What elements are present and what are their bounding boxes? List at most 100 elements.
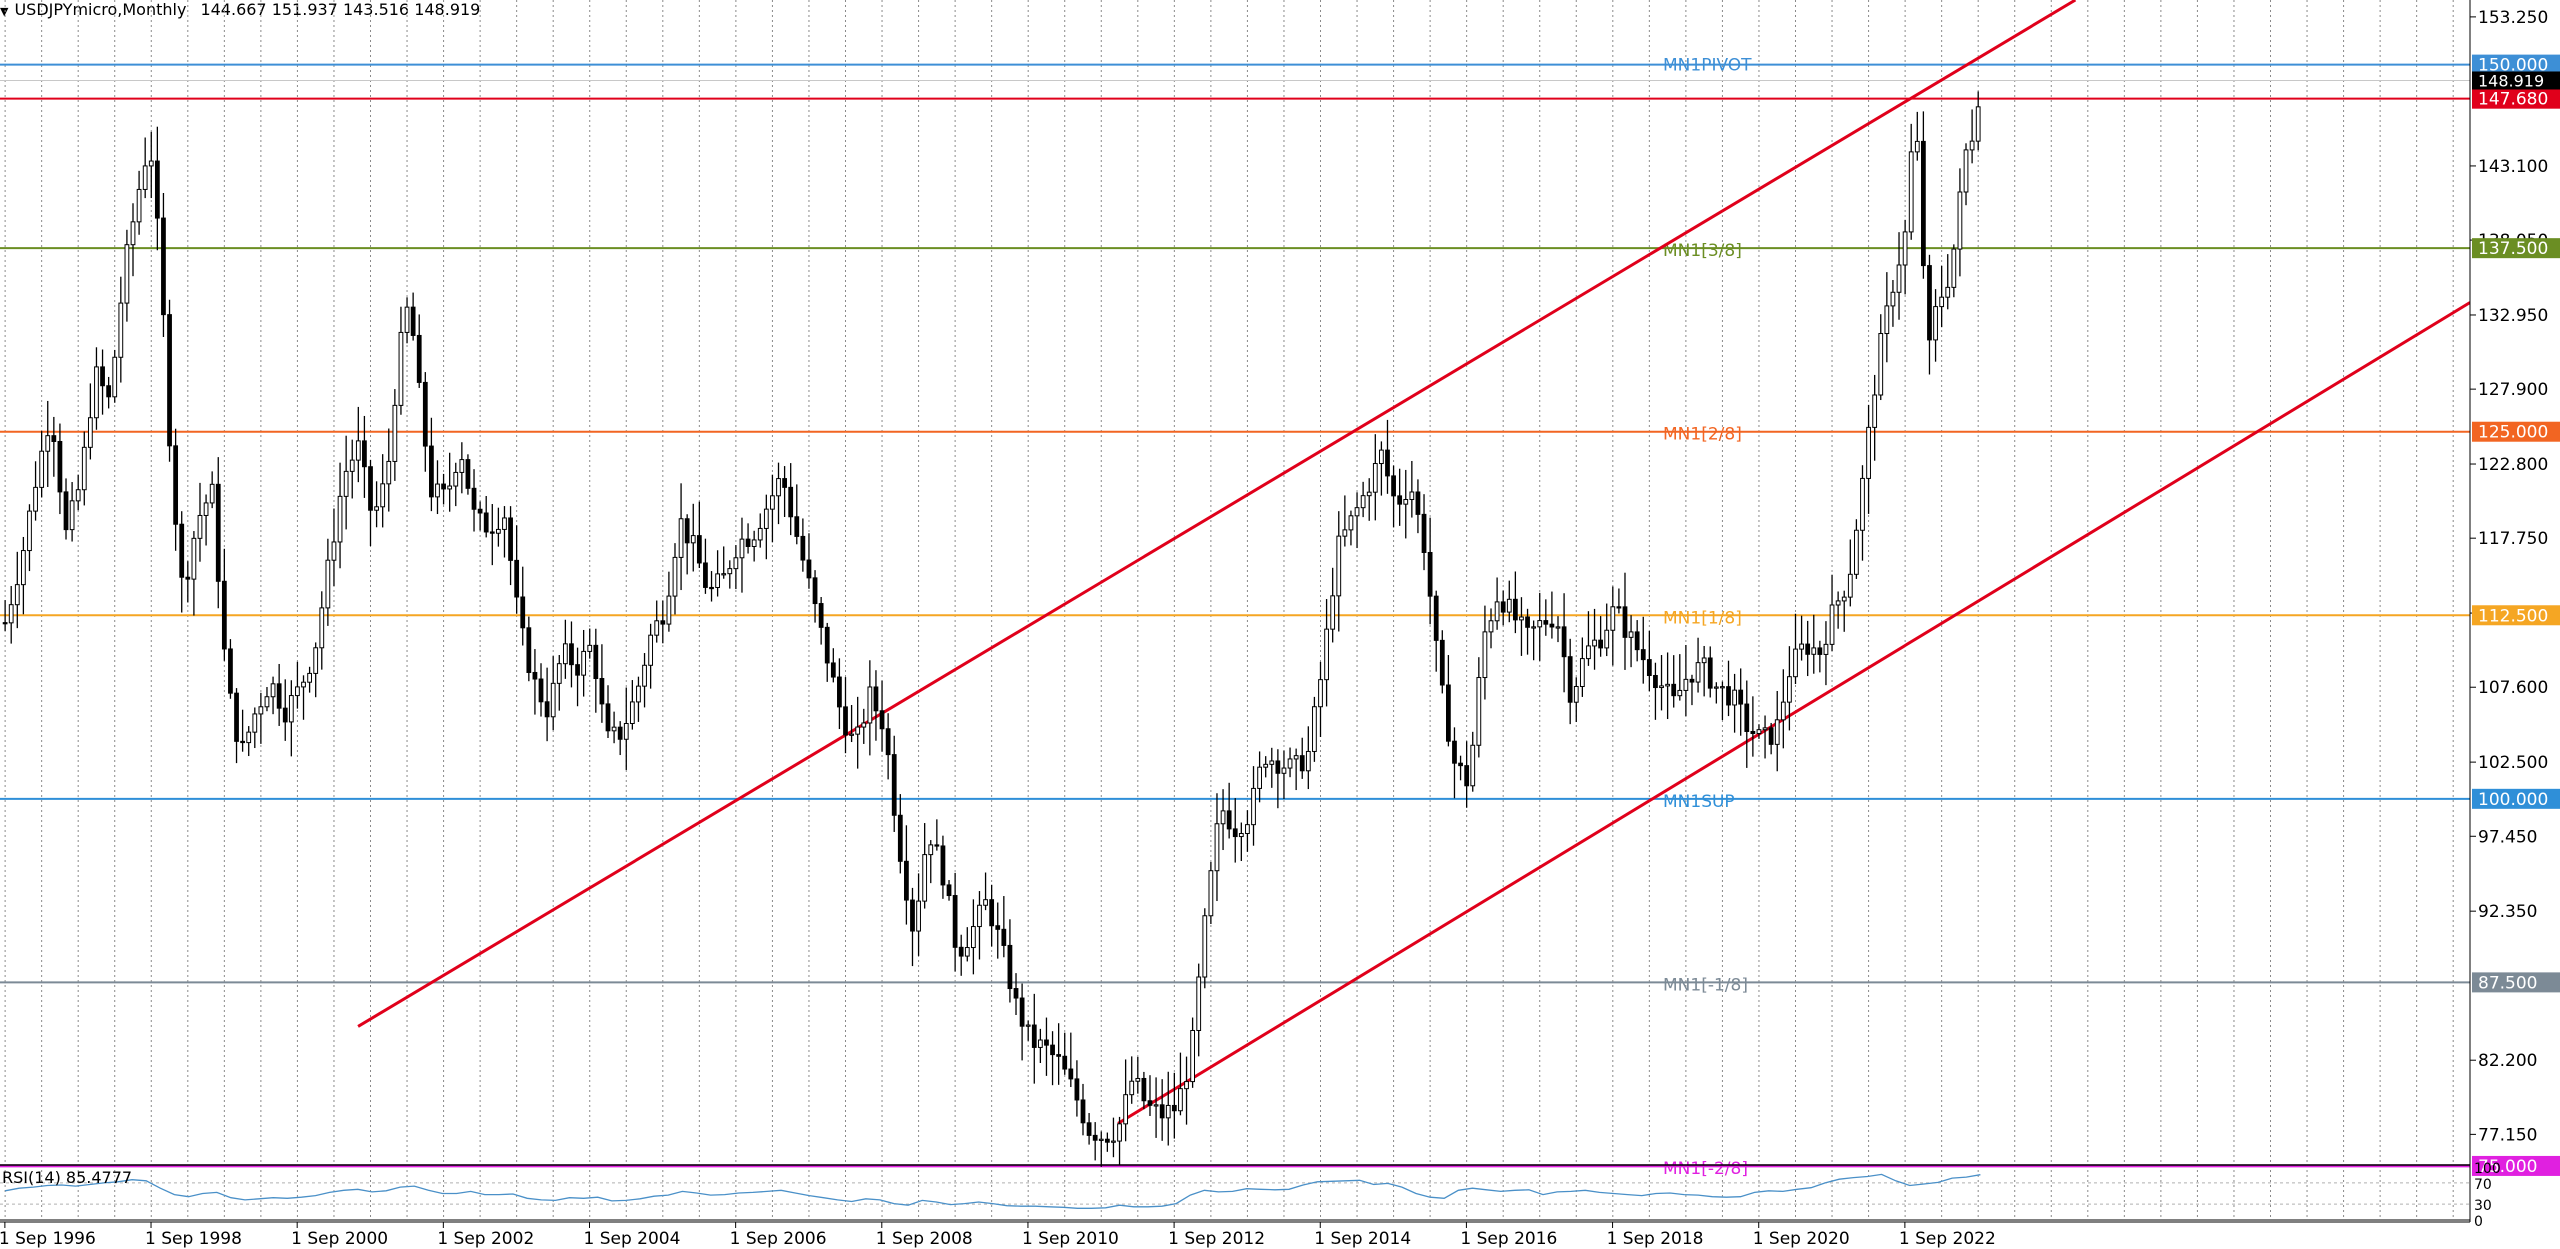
bear-candle-body [1062, 1055, 1068, 1070]
candle [1226, 782, 1232, 839]
y-tick-label: 117.750 [2478, 529, 2548, 549]
candle [1293, 748, 1299, 791]
bull-candle-body [1488, 620, 1494, 633]
bull-candle-body [1586, 645, 1591, 660]
candle [142, 137, 148, 199]
level-price-tag-label: 112.500 [2478, 606, 2548, 626]
candle [410, 292, 416, 341]
candle [1604, 603, 1610, 657]
candle [1573, 677, 1579, 723]
bear-candle-body [1141, 1077, 1147, 1102]
bear-candle-body [240, 740, 246, 744]
bear-candle-body [368, 466, 373, 511]
candle [301, 675, 306, 720]
bear-candle-body [818, 603, 824, 628]
bull-candle-body [1318, 679, 1323, 708]
candle [703, 538, 708, 594]
candle [1738, 668, 1744, 736]
candle [1750, 696, 1756, 757]
bear-candle-body [1689, 678, 1695, 683]
candle [1963, 143, 1969, 206]
candle [977, 891, 982, 960]
candle [2, 600, 8, 631]
x-tick-label: 1 Sep 1998 [145, 1229, 242, 1249]
candle [240, 709, 246, 752]
bear-candle-body [1427, 551, 1433, 597]
bear-candle-body [100, 366, 105, 387]
candle [910, 887, 915, 967]
candle [964, 927, 970, 962]
bull-candle-body [1762, 727, 1768, 731]
dropdown-triangle-icon[interactable]: ▼ [0, 5, 9, 18]
bear-candle-body [569, 643, 574, 666]
candle [873, 670, 879, 741]
bear-candle-body [106, 385, 112, 398]
candle [1074, 1060, 1080, 1117]
bull-candle-body [1037, 1039, 1043, 1048]
candle [313, 642, 319, 698]
candle [234, 688, 239, 764]
candle [197, 482, 203, 562]
bear-candle-body [1147, 1100, 1153, 1106]
bull-candle-body [252, 713, 258, 733]
candle [1927, 254, 1932, 375]
bull-candle-body [142, 165, 148, 190]
bear-candle-body [1415, 491, 1421, 515]
candle [228, 639, 233, 699]
candle [252, 707, 258, 749]
y-tick-label: 132.950 [2478, 306, 2548, 326]
candle [1957, 168, 1963, 277]
candle [374, 481, 379, 528]
bull-candle-body [343, 470, 349, 497]
candle [1586, 611, 1591, 666]
bull-candle-body [970, 926, 976, 949]
candle [1433, 590, 1439, 672]
bull-candle-body [191, 537, 197, 580]
x-tick-label: 1 Sep 2016 [1460, 1229, 1557, 1249]
candle [952, 872, 958, 972]
bull-candle-body [94, 366, 99, 419]
level-price-tag [2472, 972, 2560, 993]
bull-candle-body [301, 681, 306, 688]
candle [75, 474, 81, 511]
bull-candle-body [1165, 1104, 1171, 1119]
bull-candle-body [264, 696, 270, 708]
x-tick-label: 1 Sep 2018 [1607, 1229, 1704, 1249]
candle [1427, 517, 1433, 625]
candle [794, 484, 800, 545]
bull-candle-body [374, 506, 379, 511]
bull-candle-body [1184, 1081, 1189, 1090]
candle [1519, 597, 1524, 656]
candle [1829, 574, 1835, 651]
bull-candle-body [1312, 706, 1317, 752]
bull-candle-body [1409, 491, 1415, 501]
candle [502, 506, 507, 558]
bear-candle-body [465, 459, 471, 489]
candle [1104, 1132, 1110, 1152]
candle [1001, 896, 1007, 958]
bear-candle-body [1421, 513, 1427, 553]
trendlines [357, 0, 2471, 1125]
candle [849, 705, 854, 743]
bear-candle-body [1019, 997, 1025, 1027]
candle [928, 840, 934, 884]
bull-candle-body [1531, 626, 1537, 629]
bear-candle-body [593, 644, 599, 680]
bull-candle-body [672, 556, 678, 597]
bear-candle-body [1805, 643, 1811, 655]
bear-candle-body [1104, 1138, 1110, 1143]
candle [1159, 1079, 1165, 1141]
bull-candle-body [690, 535, 696, 544]
candle [1787, 646, 1792, 731]
bull-candle-body [27, 510, 32, 552]
candle [1616, 588, 1622, 614]
bull-candle-body [1379, 449, 1384, 465]
candle [1805, 620, 1811, 677]
bear-candle-body [1567, 656, 1573, 703]
bear-candle-body [514, 559, 520, 598]
bear-candle-body [1226, 810, 1232, 830]
bear-candle-body [1707, 657, 1713, 689]
bear-candle-body [228, 648, 233, 694]
y-tick-label: 102.500 [2478, 753, 2548, 773]
